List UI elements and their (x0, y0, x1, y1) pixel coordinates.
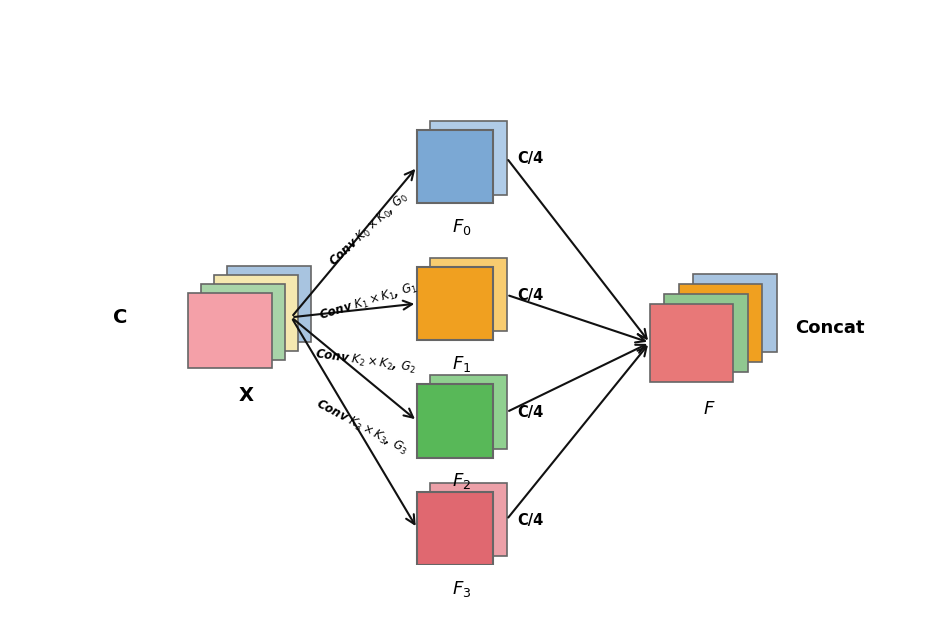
FancyBboxPatch shape (417, 491, 493, 565)
FancyBboxPatch shape (214, 275, 298, 351)
FancyBboxPatch shape (679, 284, 763, 362)
FancyBboxPatch shape (431, 258, 507, 331)
FancyBboxPatch shape (650, 304, 734, 382)
FancyBboxPatch shape (693, 274, 777, 352)
Text: C/4: C/4 (518, 288, 544, 303)
FancyBboxPatch shape (417, 384, 493, 458)
FancyBboxPatch shape (664, 294, 748, 372)
Text: $F_2$: $F_2$ (452, 471, 472, 491)
Text: $F_1$: $F_1$ (452, 354, 472, 374)
FancyBboxPatch shape (202, 284, 285, 359)
Text: Conv $K_0\times K_0$, $G_0$: Conv $K_0\times K_0$, $G_0$ (326, 189, 411, 270)
Text: $F_3$: $F_3$ (452, 578, 472, 599)
Text: C/4: C/4 (518, 151, 544, 166)
FancyBboxPatch shape (417, 130, 493, 203)
Text: C/4: C/4 (518, 405, 544, 420)
Text: Conv $K_3\times K_3$, $G_3$: Conv $K_3\times K_3$, $G_3$ (313, 397, 410, 458)
Text: C: C (113, 308, 127, 327)
Text: Concat: Concat (795, 319, 865, 337)
Text: $F$: $F$ (704, 399, 716, 418)
FancyBboxPatch shape (431, 375, 507, 449)
FancyBboxPatch shape (431, 483, 507, 556)
FancyBboxPatch shape (431, 121, 507, 194)
Text: $F_0$: $F_0$ (452, 217, 472, 237)
FancyBboxPatch shape (417, 267, 493, 340)
Text: X: X (238, 385, 253, 404)
Text: C/4: C/4 (518, 512, 544, 528)
FancyBboxPatch shape (189, 293, 272, 368)
Text: Conv $K_1\times K_1$, $G_1$: Conv $K_1\times K_1$, $G_1$ (318, 279, 419, 324)
FancyBboxPatch shape (227, 266, 311, 342)
Text: Conv $K_2\times K_2$, $G_2$: Conv $K_2\times K_2$, $G_2$ (313, 347, 416, 377)
